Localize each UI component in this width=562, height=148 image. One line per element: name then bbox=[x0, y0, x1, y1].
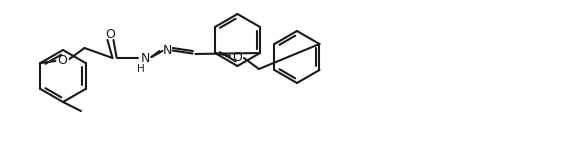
Text: O: O bbox=[57, 53, 67, 66]
Text: N: N bbox=[163, 44, 172, 57]
Text: O: O bbox=[106, 28, 115, 41]
Text: O: O bbox=[232, 50, 242, 63]
Text: H: H bbox=[137, 64, 144, 74]
Text: N: N bbox=[141, 52, 150, 65]
